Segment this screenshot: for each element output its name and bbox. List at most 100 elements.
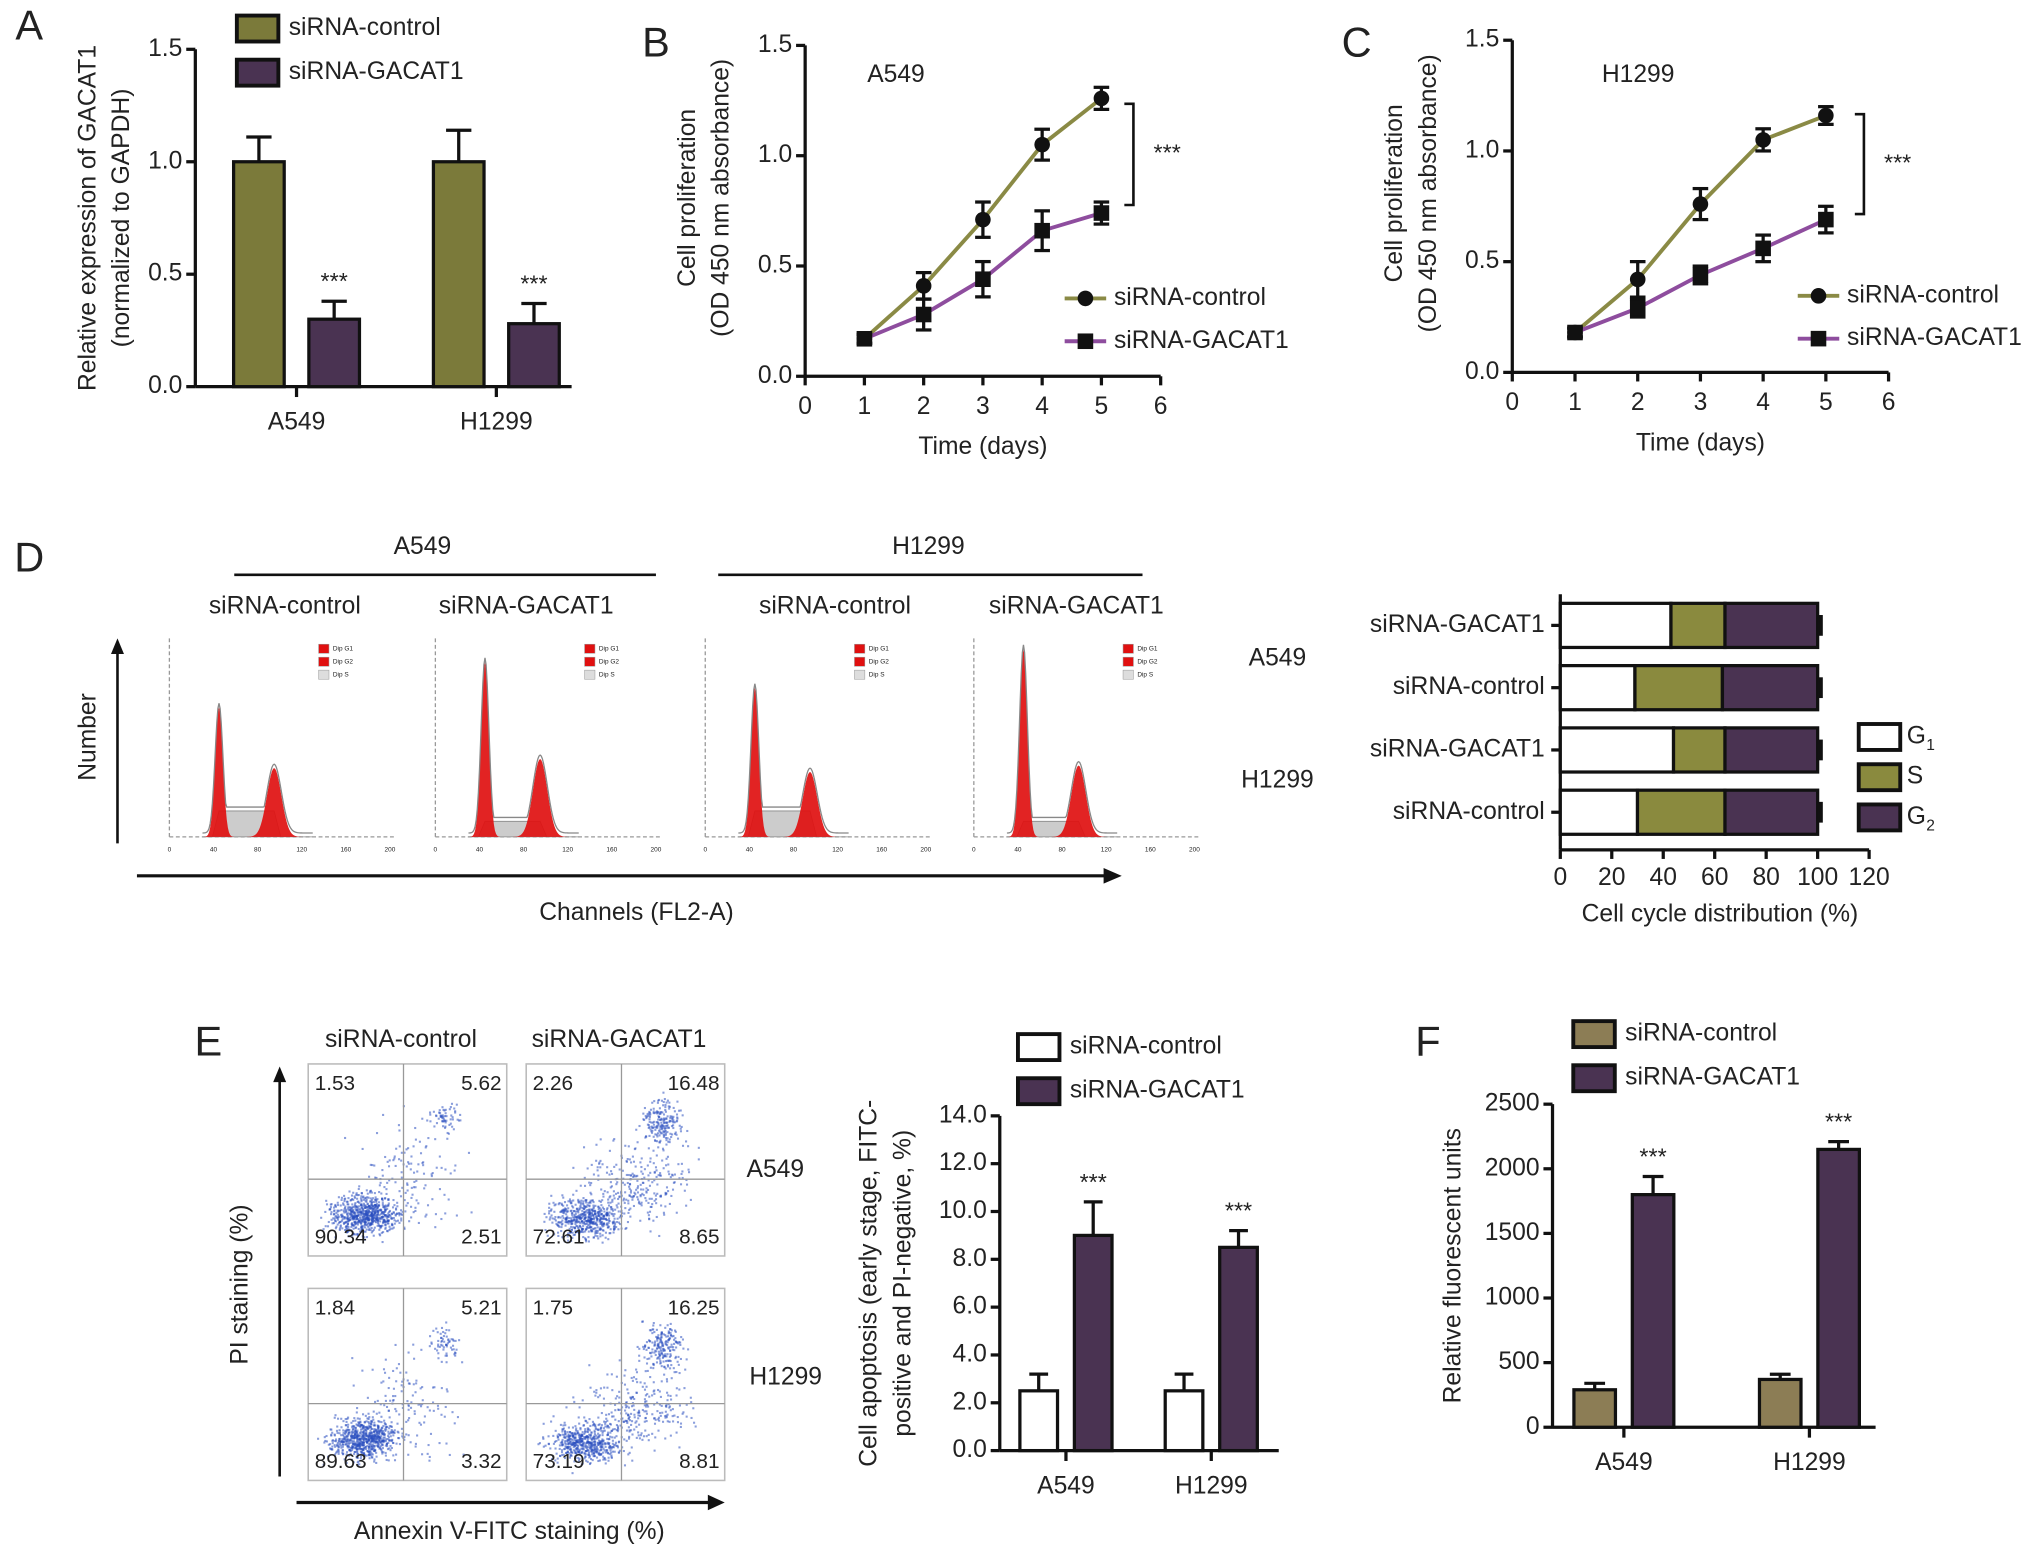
event-dot <box>649 1340 652 1343</box>
event-dot <box>582 1214 585 1217</box>
event-dot <box>584 1431 587 1434</box>
event-dot <box>450 1338 453 1341</box>
event-dot <box>654 1436 657 1439</box>
event-dot <box>575 1219 578 1222</box>
event-dot <box>591 1424 595 1427</box>
event-dot <box>664 1353 667 1356</box>
event-dot <box>549 1447 552 1450</box>
event-dot <box>634 1147 637 1150</box>
event-dot <box>449 1122 452 1125</box>
event-dot <box>368 1207 371 1210</box>
event-dot <box>362 1202 365 1205</box>
event-dot <box>400 1209 403 1212</box>
event-dot <box>556 1461 559 1464</box>
event-dot <box>438 1442 441 1445</box>
panel-label-d: D <box>14 533 44 580</box>
event-dot <box>553 1210 556 1213</box>
event-dot <box>653 1422 657 1425</box>
event-dot <box>629 1396 632 1399</box>
event-dot <box>578 1443 582 1446</box>
event-dot <box>567 1433 570 1436</box>
event-dot <box>369 1435 372 1438</box>
event-dot <box>437 1339 440 1342</box>
event-dot <box>442 1330 445 1334</box>
event-dot <box>596 1436 599 1439</box>
event-dot <box>601 1199 604 1202</box>
y-tick-label: 0.5 <box>1465 247 1499 274</box>
event-dot <box>596 1437 599 1440</box>
event-dot <box>360 1423 363 1427</box>
event-dot <box>442 1348 445 1351</box>
event-dot <box>557 1438 560 1441</box>
event-dot <box>615 1444 618 1448</box>
event-dot <box>590 1181 593 1185</box>
event-dot <box>572 1193 575 1196</box>
event-dot <box>352 1436 355 1439</box>
event-dot <box>387 1409 390 1412</box>
event-dot <box>356 1445 359 1448</box>
event-dot <box>615 1192 618 1195</box>
event-dot <box>651 1126 654 1129</box>
event-dot <box>428 1409 431 1412</box>
event-dot <box>618 1440 621 1443</box>
event-dot <box>446 1390 449 1393</box>
event-dot <box>599 1226 602 1229</box>
histogram-x-tick: 120 <box>296 847 307 854</box>
event-dot <box>638 1354 641 1357</box>
event-dot <box>351 1206 354 1209</box>
event-dot <box>565 1451 568 1454</box>
event-dot <box>652 1219 655 1222</box>
event-dot <box>603 1457 606 1460</box>
event-dot <box>369 1434 372 1437</box>
event-dot <box>444 1212 447 1215</box>
event-dot <box>320 1216 323 1219</box>
event-dot <box>426 1119 429 1122</box>
event-dot <box>368 1416 371 1419</box>
event-dot <box>380 1429 383 1432</box>
event-dot <box>579 1427 582 1430</box>
event-dot <box>373 1428 376 1431</box>
event-dot <box>393 1429 396 1432</box>
event-dot <box>557 1231 560 1234</box>
event-dot <box>337 1450 340 1454</box>
event-dot <box>390 1440 393 1443</box>
event-dot <box>585 1199 588 1202</box>
event-dot <box>554 1203 557 1206</box>
event-dot <box>662 1354 665 1357</box>
event-dot <box>609 1232 612 1235</box>
event-dot <box>600 1204 603 1207</box>
event-dot <box>623 1464 627 1467</box>
event-dot <box>418 1140 421 1143</box>
event-dot <box>355 1423 358 1426</box>
event-dot <box>670 1115 673 1118</box>
event-dot <box>670 1135 673 1139</box>
event-dot <box>588 1223 591 1226</box>
event-dot <box>574 1448 577 1451</box>
event-dot <box>400 1384 403 1387</box>
event-dot <box>658 1357 661 1360</box>
event-dot <box>693 1421 696 1424</box>
event-dot <box>578 1433 581 1436</box>
event-dot <box>384 1227 387 1230</box>
event-dot <box>579 1439 582 1443</box>
event-dot <box>584 1230 587 1233</box>
legend-label: siRNA-control <box>1847 281 1999 308</box>
event-dot <box>584 1228 587 1231</box>
event-dot <box>358 1438 361 1441</box>
event-dot <box>596 1166 599 1169</box>
event-dot <box>453 1353 456 1356</box>
data-point <box>1692 267 1709 283</box>
event-dot <box>459 1119 462 1122</box>
event-dot <box>340 1198 343 1201</box>
event-dot <box>555 1440 558 1443</box>
event-dot <box>689 1198 692 1201</box>
event-dot <box>669 1367 672 1370</box>
event-dot <box>565 1218 568 1221</box>
event-dot <box>636 1411 639 1414</box>
event-dot <box>593 1443 596 1446</box>
event-dot <box>658 1107 661 1110</box>
event-dot <box>371 1438 374 1441</box>
quadrant-lower-right: 3.32 <box>461 1450 501 1473</box>
event-dot <box>364 1212 367 1215</box>
event-dot <box>615 1225 618 1229</box>
